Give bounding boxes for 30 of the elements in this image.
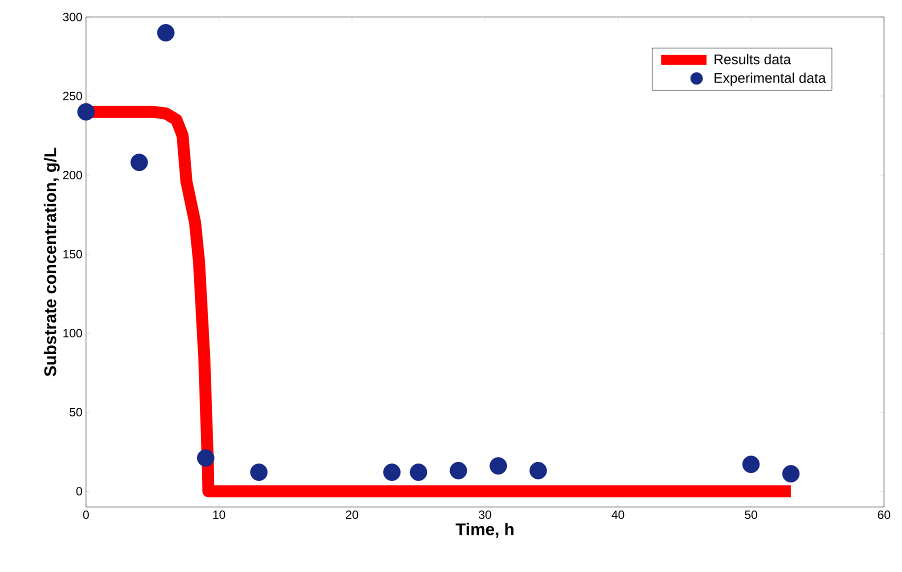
point (197, 449, 214, 467)
legend-label: Experimental data (714, 72, 826, 86)
x-tick-label: 20 (346, 510, 358, 519)
point (410, 464, 428, 481)
x-tick-label: 30 (478, 510, 492, 519)
point (742, 456, 760, 474)
y-tick-label: 250 (63, 92, 82, 100)
y-tick-label: 100 (63, 328, 82, 338)
point (157, 24, 174, 42)
point (530, 462, 547, 480)
x-tick-label: 10 (213, 510, 226, 519)
y-tick-label: 150 (63, 250, 82, 258)
legend-label: Results data (714, 54, 792, 64)
point (130, 154, 148, 172)
x-tick-label: 50 (744, 510, 758, 519)
y-tick-label: 200 (63, 170, 82, 180)
x-tick-label: 60 (878, 510, 890, 519)
point (782, 465, 800, 483)
y-tick-label: 300 (62, 12, 82, 22)
x-tick-label: 0 (83, 510, 89, 519)
x-axis-title: Time, h (456, 522, 514, 538)
point (250, 464, 268, 481)
y-tick-label: 0 (76, 486, 82, 496)
point (450, 462, 468, 480)
y-tick-label: 50 (70, 408, 82, 416)
point (383, 464, 401, 481)
point (490, 457, 508, 475)
point (77, 103, 95, 121)
y-axis-title: Substrate concentration, g/L (44, 148, 60, 376)
x-tick-label: 40 (612, 510, 624, 519)
